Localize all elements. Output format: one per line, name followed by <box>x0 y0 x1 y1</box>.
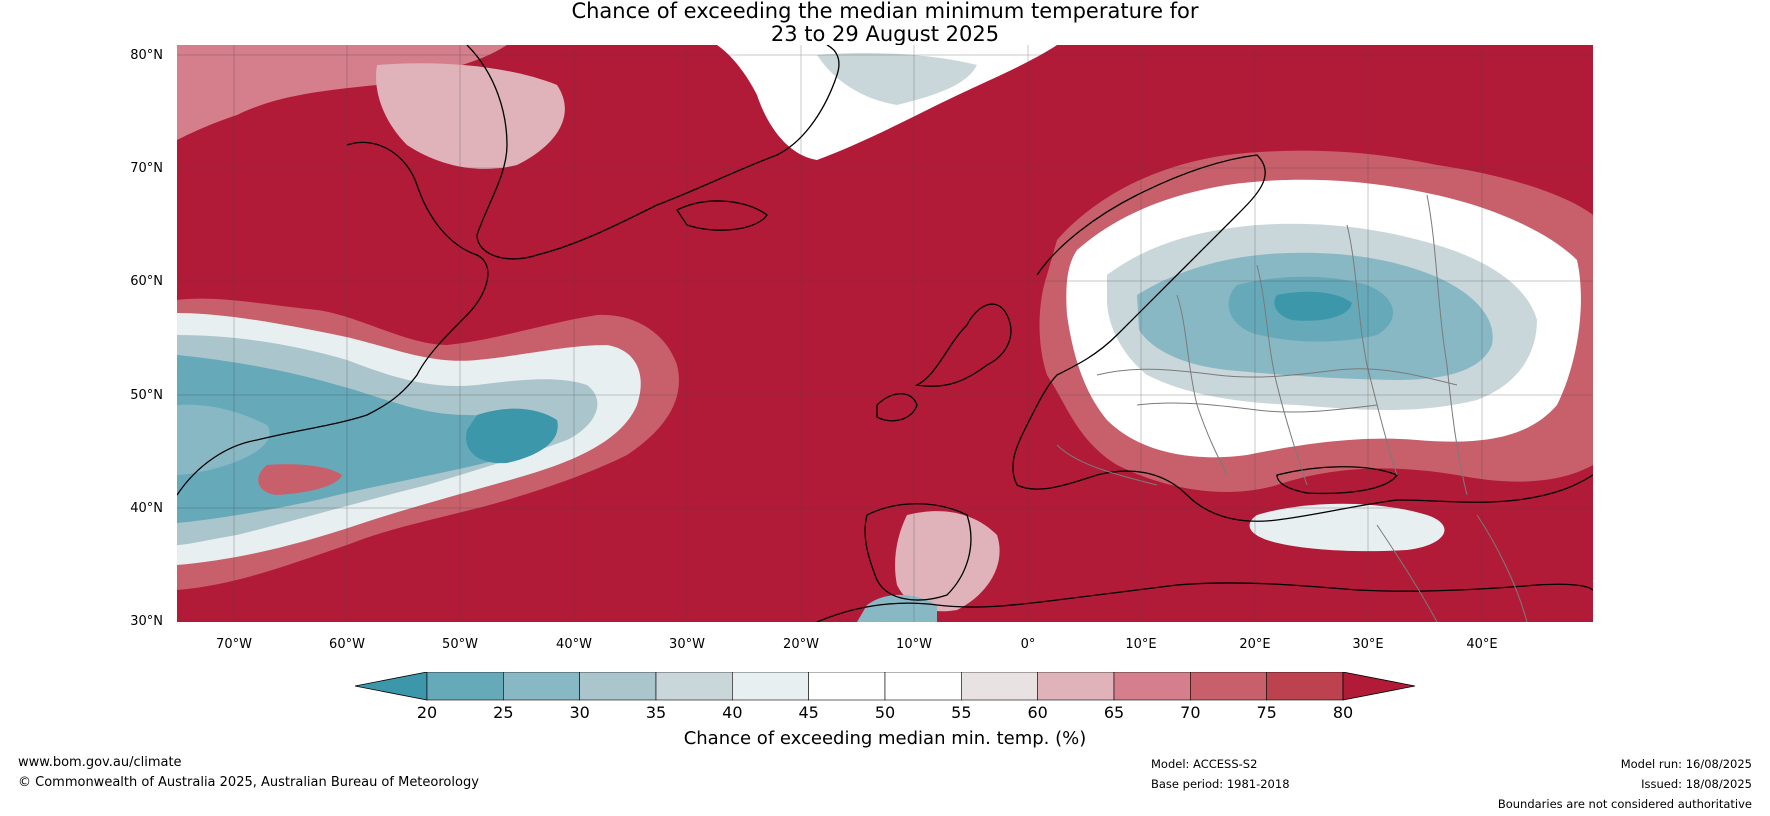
website-link[interactable]: www.bom.gov.au/climate <box>18 755 182 770</box>
colorbar-tick-label: 50 <box>874 703 896 722</box>
issued-text: Issued: 18/08/2025 <box>1641 777 1752 791</box>
colorbar-segment <box>426 672 504 701</box>
graticule <box>177 45 1593 622</box>
coastlines <box>177 45 1593 622</box>
iberia-pale-region <box>857 503 1445 622</box>
colorbar-tick-label: 35 <box>645 703 667 722</box>
colorbar-label: Chance of exceeding median min. temp. (%… <box>683 728 1087 749</box>
lon-label-70w: 70°W <box>216 637 252 652</box>
map-canvas <box>177 45 1593 622</box>
colorbar-segment <box>961 672 1038 701</box>
colorbar <box>354 672 1416 701</box>
colorbar-extend-low <box>354 672 428 701</box>
west-atlantic-cool-region <box>177 298 679 590</box>
colorbar-segment <box>884 672 962 701</box>
lon-label-50w: 50°W <box>442 637 478 652</box>
lat-label-50n: 50°N <box>130 388 163 403</box>
forecast-map <box>177 45 1593 622</box>
colorbar-tick-label: 25 <box>493 703 514 722</box>
lat-label-30n: 30°N <box>130 614 163 629</box>
colorbar-tick-label: 60 <box>1027 703 1048 722</box>
colorbar-segment <box>579 672 657 701</box>
lon-label-40w: 40°W <box>556 637 592 652</box>
lon-label-20w: 20°W <box>783 637 819 652</box>
lat-label-80n: 80°N <box>130 48 163 63</box>
arctic-pale-region <box>177 45 1057 169</box>
lon-label-30e: 30°E <box>1352 637 1384 652</box>
colorbar-tick-label: 40 <box>722 703 743 722</box>
colorbar-segment <box>655 672 733 701</box>
colorbar-tick-label: 70 <box>1180 703 1201 722</box>
colorbar-segment <box>732 672 809 701</box>
lon-label-60w: 60°W <box>329 637 365 652</box>
colorbar-tick-label: 20 <box>416 703 438 722</box>
lon-label-20e: 20°E <box>1239 637 1271 652</box>
title-line-2: 23 to 29 August 2025 <box>770 22 1000 46</box>
base-period-text: Base period: 1981-2018 <box>1151 777 1290 791</box>
lon-label-30w: 30°W <box>669 637 705 652</box>
colorbar-segment <box>1266 672 1344 701</box>
copyright-text: © Commonwealth of Australia 2025, Austra… <box>18 775 479 790</box>
colorbar-tick-label: 80 <box>1332 703 1354 722</box>
colorbar-segment <box>1037 672 1115 701</box>
colorbar-tick-label: 30 <box>569 703 590 722</box>
model-text: Model: ACCESS-S2 <box>1151 757 1258 771</box>
lat-label-40n: 40°N <box>130 501 163 516</box>
lon-label-0: 0° <box>1020 637 1036 652</box>
colorbar-tick-label: 75 <box>1256 703 1277 722</box>
lon-label-10e: 10°E <box>1125 637 1157 652</box>
lon-label-10w: 10°W <box>896 637 932 652</box>
title-line-1: Chance of exceeding the median minimum t… <box>571 0 1199 23</box>
colorbar-segment <box>1113 672 1191 701</box>
colorbar-tick-label: 45 <box>798 703 819 722</box>
colorbar-segment <box>808 672 886 701</box>
colorbar-tick-label: 65 <box>1103 703 1125 722</box>
colorbar-tick-label: 55 <box>951 703 972 722</box>
model-run-text: Model run: 16/08/2025 <box>1620 757 1752 771</box>
europe-cool-region <box>1039 150 1593 493</box>
chart-title: Chance of exceeding the median minimum t… <box>0 0 1770 46</box>
colorbar-segment <box>1190 672 1267 701</box>
lat-label-70n: 70°N <box>130 161 163 176</box>
lat-label-60n: 60°N <box>130 274 163 289</box>
lon-label-40e: 40°E <box>1466 637 1498 652</box>
disclaimer-text: Boundaries are not considered authoritat… <box>1497 797 1752 811</box>
country-borders <box>1056 194 1528 622</box>
colorbar-extend-high <box>1342 672 1416 701</box>
colorbar-segment <box>503 672 580 701</box>
